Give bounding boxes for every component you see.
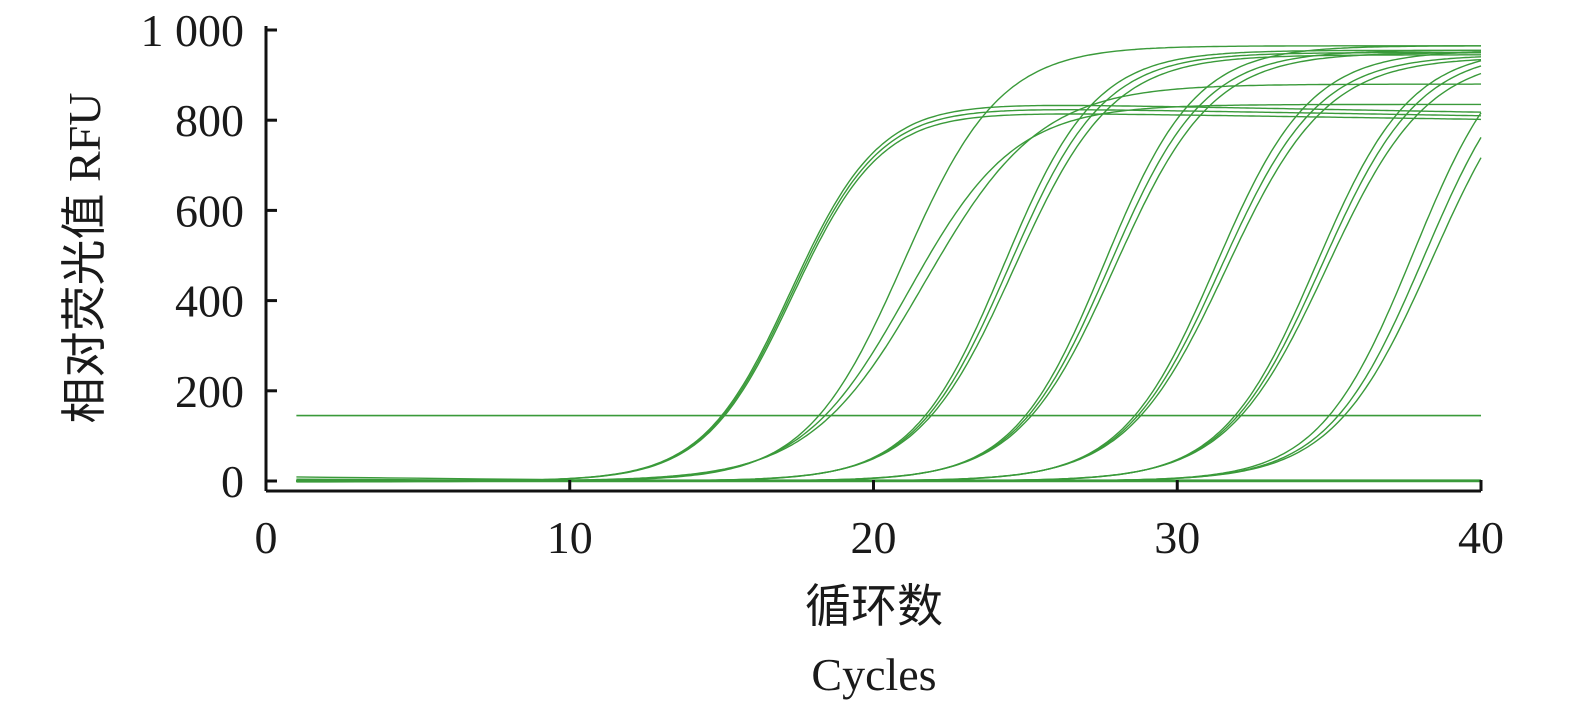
x-tick-label: 0 <box>255 512 278 563</box>
y-tick-label: 0 <box>221 456 244 507</box>
y-tick-label: 400 <box>175 276 244 327</box>
x-tick-label: 30 <box>1154 512 1200 563</box>
amplification-curve <box>296 65 1482 482</box>
amplification-curve <box>296 56 1482 482</box>
amplification-curve <box>296 157 1482 482</box>
x-axis-title-cn: 循环数 <box>805 581 943 632</box>
y-tick-label: 600 <box>175 185 244 236</box>
y-axis-ticks: 0 200 400 600 800 1 000 <box>141 5 277 507</box>
x-tick-label: 40 <box>1458 512 1504 563</box>
amplification-curve <box>296 49 1481 482</box>
x-tick-label: 20 <box>851 512 897 563</box>
amplification-curve <box>296 72 1482 482</box>
amplification-curve <box>296 54 1481 482</box>
x-axis-ticks: 0 10 20 30 40 <box>255 480 1504 563</box>
x-tick-label: 10 <box>547 512 593 563</box>
y-axis-title: 相对荧光值 RFU <box>59 93 110 424</box>
amplification-curves <box>296 45 1482 483</box>
x-axis-title-en: Cycles <box>811 649 936 700</box>
amplification-curve <box>296 113 1482 482</box>
amplification-curve <box>296 137 1482 482</box>
amplification-curve <box>296 59 1482 482</box>
amplification-curve <box>296 60 1482 482</box>
y-tick-label: 200 <box>175 366 244 417</box>
y-tick-label: 1 000 <box>141 5 245 56</box>
y-tick-label: 800 <box>175 95 244 146</box>
